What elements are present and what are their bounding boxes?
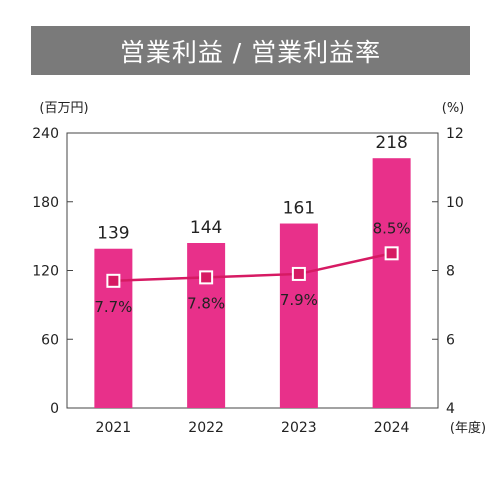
- bar: [372, 158, 411, 408]
- x-axis-tick-label: 2024: [374, 420, 410, 436]
- line-value-label: 8.5%: [373, 219, 411, 237]
- bar-value-label: 218: [375, 133, 407, 153]
- left-axis-tick-label: 60: [41, 332, 59, 348]
- bar: [94, 248, 133, 408]
- right-axis-tick-label: 4: [446, 401, 455, 417]
- x-axis-tick-label: 2021: [96, 420, 132, 436]
- line-marker: [291, 266, 306, 281]
- bar-value-label: 139: [97, 224, 129, 244]
- line-marker: [106, 273, 121, 288]
- left-axis-tick-label: 240: [32, 126, 59, 142]
- line-marker: [384, 246, 399, 261]
- line-series: [113, 252, 392, 283]
- x-axis-tick-label: 2022: [188, 420, 224, 436]
- left-axis-tick-label: 180: [32, 195, 59, 211]
- right-axis-tick-label: 12: [446, 126, 464, 142]
- bar: [279, 223, 318, 408]
- left-axis-unit: (百万円): [39, 101, 88, 116]
- left-axis-tick-label: 120: [32, 264, 59, 280]
- bar-value-label: 144: [190, 218, 222, 238]
- right-axis-tick-label: 10: [446, 195, 464, 211]
- bar-value-label: 161: [283, 199, 315, 219]
- chart-title: 営業利益 / 営業利益率: [119, 37, 382, 67]
- x-axis-unit: (年度): [450, 420, 486, 436]
- right-axis-tick-label: 8: [446, 264, 455, 280]
- line-marker: [199, 270, 214, 285]
- bar: [187, 243, 226, 408]
- line-value-label: 7.9%: [280, 291, 318, 309]
- right-axis-unit: (%): [442, 101, 465, 116]
- line-value-label: 7.8%: [187, 294, 225, 312]
- x-axis-tick-label: 2023: [281, 420, 317, 436]
- chart-title-bar: 営業利益 / 営業利益率: [31, 26, 470, 75]
- left-axis-tick-label: 0: [50, 401, 59, 417]
- line-value-label: 7.7%: [94, 298, 132, 316]
- right-axis-tick-label: 6: [446, 332, 455, 348]
